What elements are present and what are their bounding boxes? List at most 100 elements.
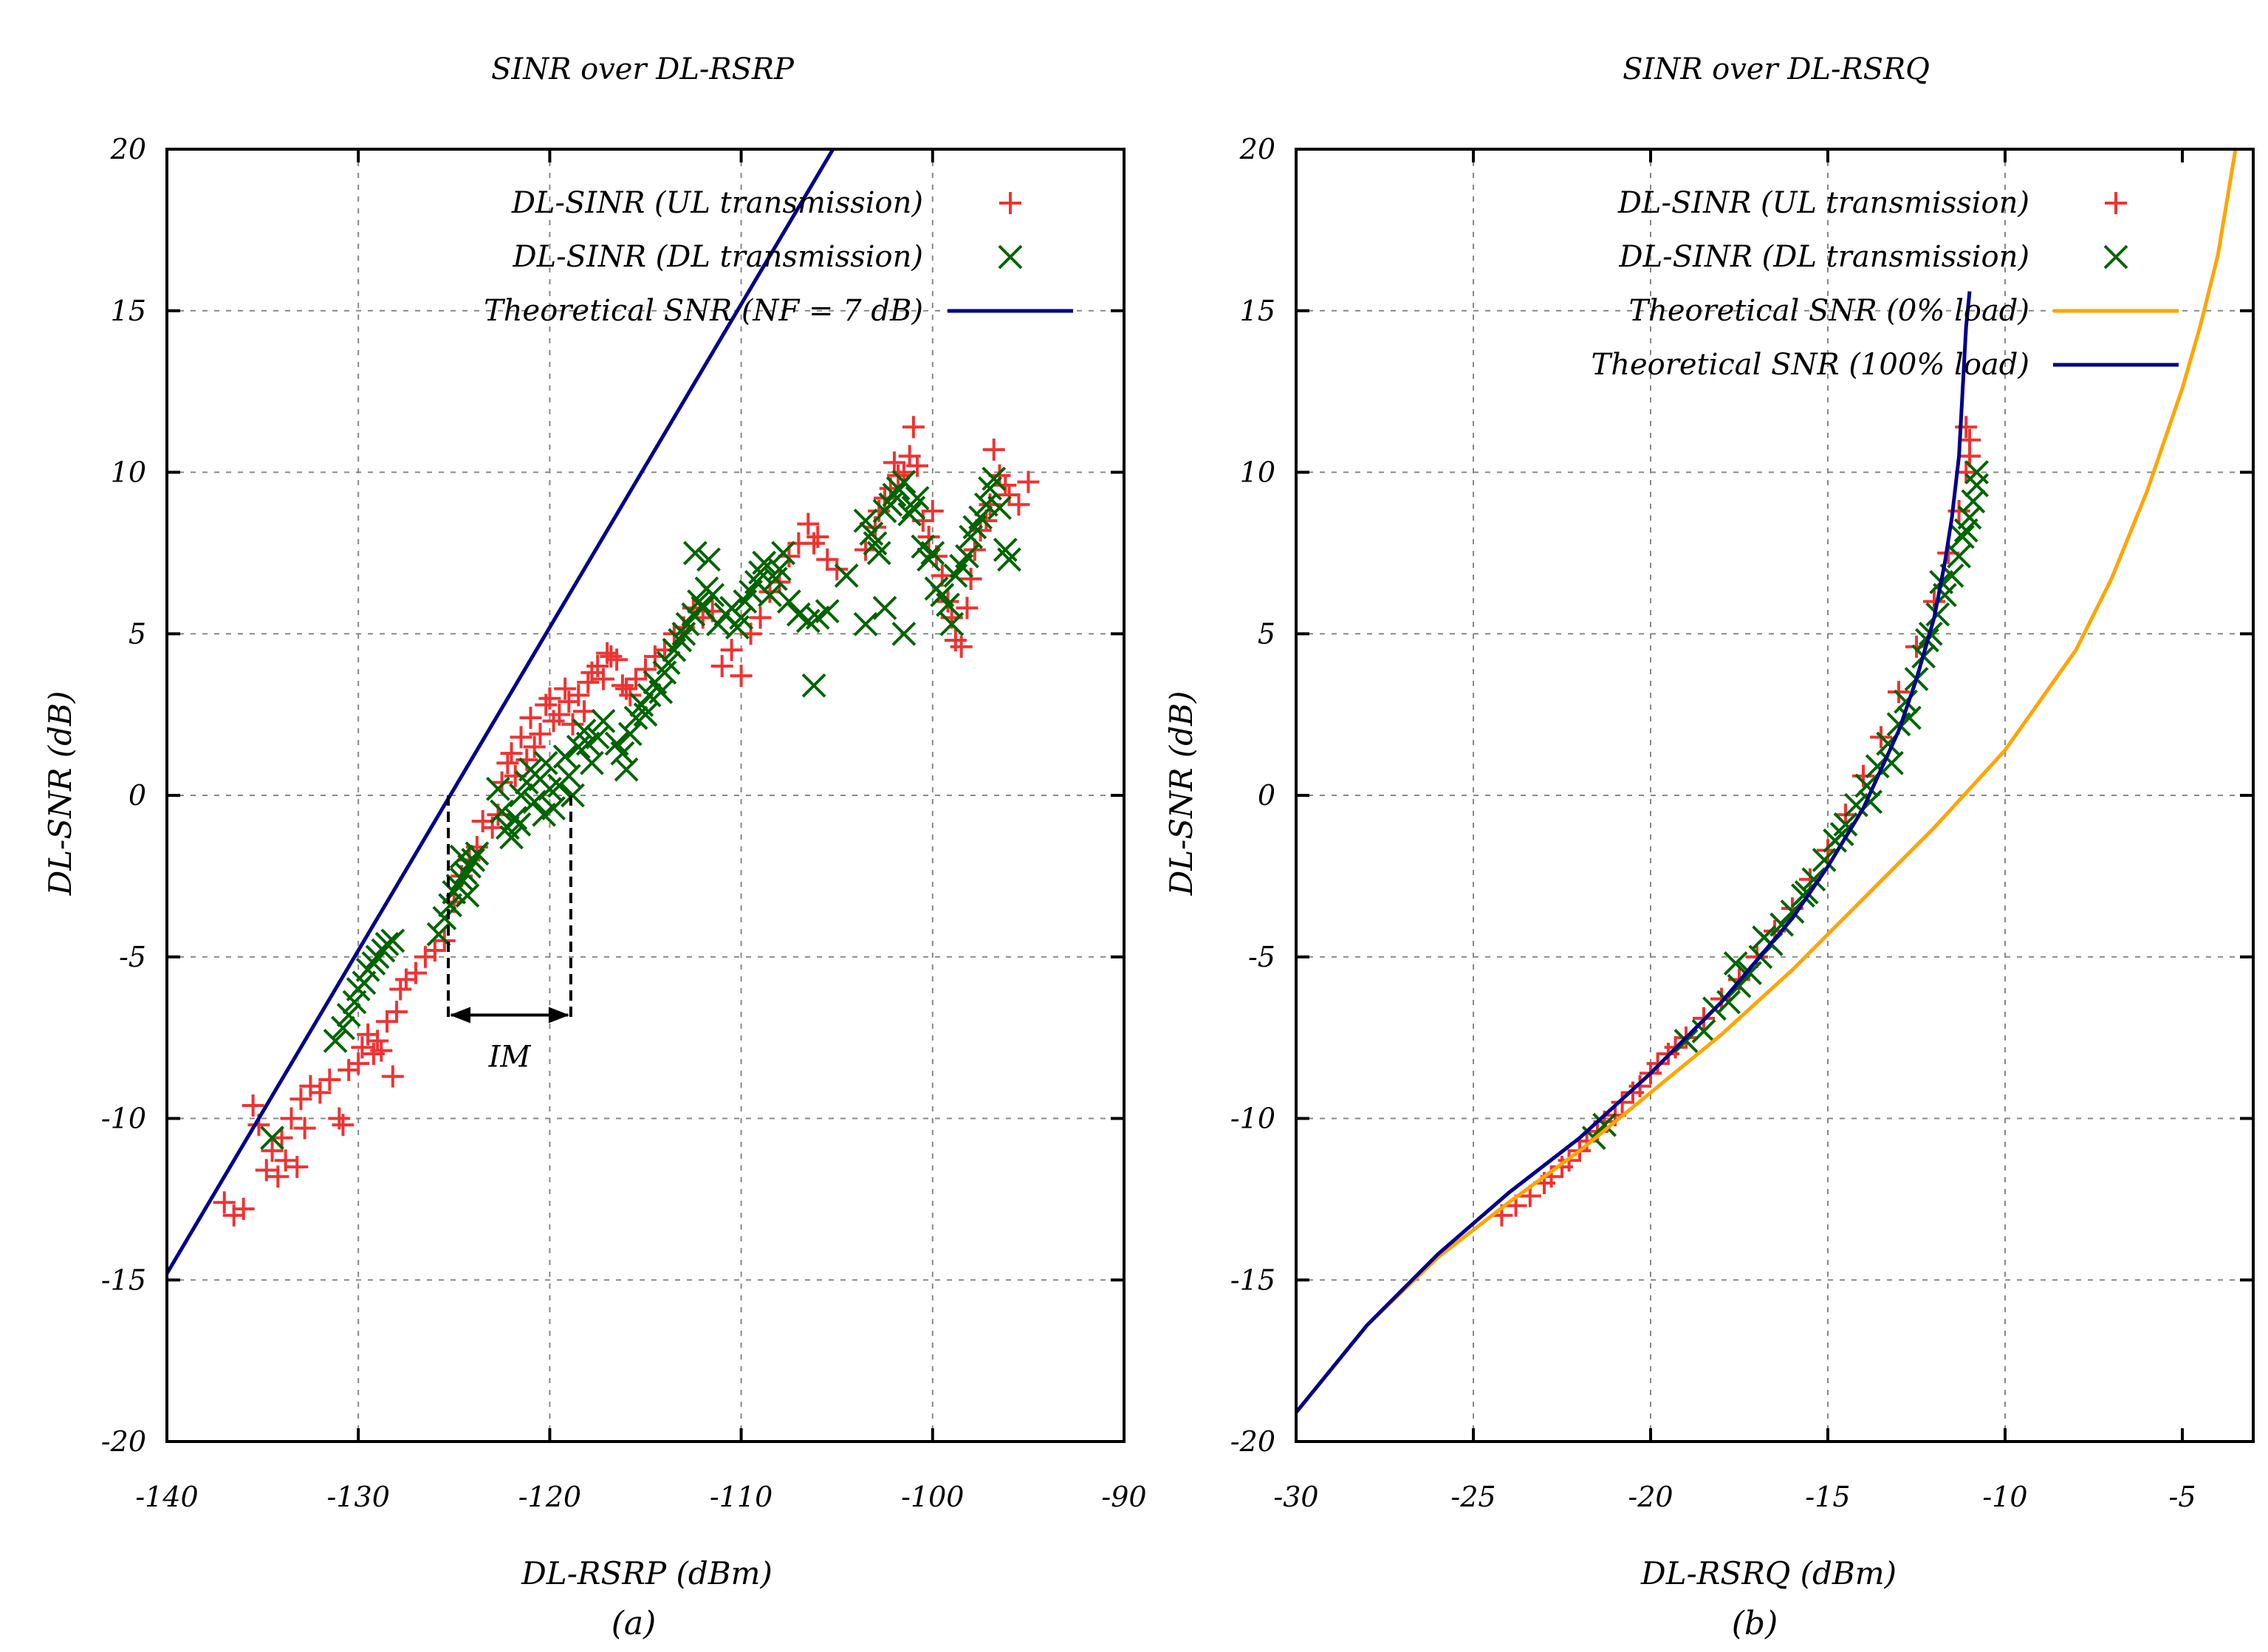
data-point-plus: [1710, 987, 1733, 1010]
y-tick-label: 5: [1258, 617, 1275, 650]
data-point-cross: [455, 883, 480, 908]
data-point-cross: [700, 583, 725, 608]
legend-label: DL-SINR (UL transmission): [511, 186, 923, 220]
data-point-cross: [533, 750, 558, 775]
data-point-plus: [2105, 192, 2127, 214]
data-point-cross: [968, 505, 993, 530]
data-point-cross: [426, 922, 451, 947]
series-plus: [1490, 416, 1981, 1227]
data-point-cross: [776, 589, 801, 614]
data-point-cross: [1894, 689, 1919, 714]
series-layer: [1296, 149, 2238, 1414]
data-point-plus: [500, 742, 523, 765]
data-point-cross: [815, 599, 840, 624]
series-line: [167, 149, 835, 1275]
data-point-cross: [687, 589, 711, 614]
data-point-cross: [1854, 773, 1880, 798]
data-point-cross: [1886, 712, 1911, 737]
im-arrow-head-left: [450, 1007, 471, 1024]
data-point-cross: [509, 783, 533, 808]
data-point-cross: [981, 466, 1007, 491]
data-point-cross: [260, 1125, 284, 1151]
data-point-cross: [1829, 822, 1854, 846]
data-point-cross: [532, 802, 557, 827]
data-point-plus: [906, 454, 929, 477]
x-tick-label: -15: [1805, 1481, 1850, 1513]
data-point-plus: [510, 726, 532, 749]
data-point-plus: [496, 752, 519, 775]
legend-label: Theoretical SNR (NF = 7 dB): [484, 294, 923, 328]
grid: [1296, 149, 2253, 1442]
data-point-cross: [1592, 1112, 1617, 1137]
data-point-cross: [758, 583, 782, 608]
y-tick-label: 0: [129, 779, 146, 812]
x-tick-label: -140: [135, 1481, 198, 1513]
data-point-cross: [1727, 973, 1752, 998]
data-point-plus: [1017, 470, 1040, 493]
data-point-plus: [797, 513, 820, 535]
data-point-cross: [1964, 460, 1990, 484]
data-point-plus: [386, 1001, 408, 1024]
data-point-plus: [267, 1165, 290, 1188]
data-point-plus: [999, 192, 1021, 214]
data-point-cross: [917, 547, 942, 572]
data-point-plus: [423, 939, 446, 962]
data-point-plus: [554, 677, 577, 700]
y-tick-label: -5: [119, 941, 146, 973]
data-point-cross: [617, 722, 643, 747]
grid: [167, 149, 1124, 1442]
y-axis-title: DL-SNR (dB): [1163, 691, 1199, 897]
data-point-cross: [1961, 489, 1986, 514]
y-tick-label: 20: [110, 133, 146, 165]
data-point-plus: [854, 538, 877, 561]
data-point-cross: [729, 605, 754, 630]
data-point-cross: [891, 621, 917, 646]
data-point-cross: [853, 611, 878, 637]
y-tick-label: 15: [1240, 295, 1275, 327]
x-tick-label: -5: [2168, 1481, 2196, 1513]
data-point-cross: [614, 757, 639, 782]
data-point-cross: [1953, 518, 1978, 543]
im-annotation: IM: [447, 795, 572, 1075]
data-point-cross: [331, 1015, 355, 1041]
data-point-plus: [806, 526, 829, 548]
data-point-cross: [696, 547, 721, 572]
data-point-cross: [561, 783, 585, 808]
data-point-cross: [648, 679, 674, 705]
data-point-cross: [503, 806, 528, 831]
data-point-cross: [610, 741, 635, 766]
y-tick-label: 20: [1239, 133, 1275, 165]
y-tick-label: -15: [1230, 1264, 1275, 1296]
series-cross: [1581, 460, 1990, 1151]
data-point-plus: [309, 1081, 332, 1104]
data-point-plus: [606, 648, 628, 671]
data-point-plus: [529, 722, 552, 745]
x-tick-label: -90: [1101, 1481, 1146, 1513]
data-point-plus: [921, 500, 944, 522]
im-label: IM: [488, 1041, 532, 1075]
chart-title: SINR over DL-RSRP: [491, 52, 795, 86]
data-point-cross: [682, 541, 708, 566]
data-point-cross: [656, 651, 681, 676]
data-point-plus: [730, 665, 753, 688]
data-point-cross: [453, 860, 478, 885]
legend-label: DL-SINR (DL transmission): [513, 240, 924, 274]
series-line: [1296, 149, 2238, 1414]
data-point-cross: [552, 744, 578, 769]
legend-label: DL-SINR (UL transmission): [1617, 186, 2029, 220]
x-tick-label: -25: [1450, 1481, 1496, 1513]
data-point-cross: [997, 547, 1021, 572]
x-tick-label: -120: [518, 1481, 581, 1513]
y-tick-label: -20: [101, 1425, 146, 1458]
data-point-plus: [1905, 635, 1928, 658]
data-point-cross: [633, 702, 658, 727]
data-point-plus: [710, 655, 733, 677]
data-point-cross: [499, 825, 524, 850]
data-point-plus: [523, 736, 546, 758]
data-point-cross: [380, 928, 405, 953]
data-point-plus: [950, 635, 973, 658]
data-point-plus: [959, 567, 982, 590]
data-point-plus: [917, 526, 940, 548]
data-point-plus: [370, 1039, 393, 1062]
data-point-plus: [351, 1036, 374, 1059]
